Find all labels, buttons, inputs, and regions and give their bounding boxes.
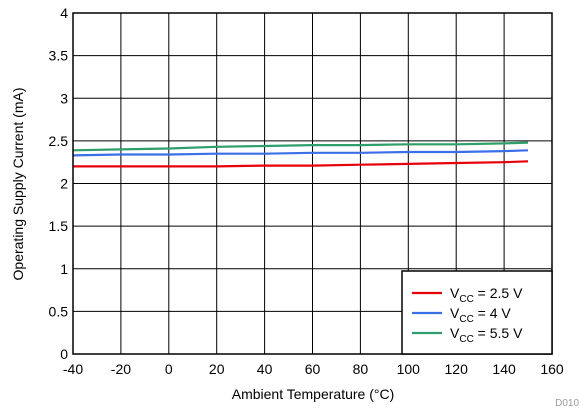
x-tick-label: -40 xyxy=(63,361,83,377)
y-tick-label: 0.5 xyxy=(49,303,69,319)
legend-label-sub: CC xyxy=(459,334,473,345)
series-layer xyxy=(72,141,529,168)
legend-label: VCC = 5.5 V xyxy=(450,325,523,345)
legend-label-main: V xyxy=(450,325,460,341)
x-tick-label: 120 xyxy=(445,361,469,377)
series-line-2 xyxy=(72,141,529,152)
x-tick-label: -20 xyxy=(111,361,131,377)
y-tick-label: 1.5 xyxy=(49,218,69,234)
legend-label-main: V xyxy=(450,285,460,301)
legend-label: VCC = 4 V xyxy=(450,305,511,325)
legend-label-rest: = 2.5 V xyxy=(474,285,523,301)
legend-label-sub: CC xyxy=(459,294,473,305)
y-tick-label: 3 xyxy=(60,90,68,106)
y-axis-ticks: 0 0.5 1 1.5 2 2.5 3 3.5 4 xyxy=(49,5,69,362)
x-tick-label: 160 xyxy=(540,361,564,377)
figure-id: D010 xyxy=(555,398,579,409)
y-tick-label: 1 xyxy=(60,261,68,277)
legend-label-sub: CC xyxy=(459,314,473,325)
y-tick-label: 2.5 xyxy=(49,133,69,149)
x-tick-label: 100 xyxy=(397,361,421,377)
series-line-0 xyxy=(73,160,529,168)
legend-label-main: V xyxy=(450,305,460,321)
x-tick-label: 140 xyxy=(492,361,516,377)
x-axis-label: Ambient Temperature (°C) xyxy=(232,386,395,402)
plot-frame xyxy=(72,12,553,355)
x-tick-label: 60 xyxy=(305,361,321,377)
series-line-1 xyxy=(72,149,529,157)
x-tick-label: 20 xyxy=(209,361,225,377)
y-tick-label: 0 xyxy=(60,346,68,362)
legend-label-rest: = 5.5 V xyxy=(474,325,523,341)
y-axis-label: Operating Supply Current (mA) xyxy=(10,88,26,281)
x-tick-label: 80 xyxy=(353,361,369,377)
y-tick-label: 4 xyxy=(60,5,68,21)
x-axis-ticks: -40 -20 0 20 40 60 80 100 120 140 160 xyxy=(63,361,564,377)
legend-label-rest: = 4 V xyxy=(474,305,512,321)
y-tick-label: 2 xyxy=(60,176,68,192)
x-tick-label: 0 xyxy=(165,361,173,377)
legend-label: VCC = 2.5 V xyxy=(450,285,523,305)
y-tick-label: 3.5 xyxy=(49,48,69,64)
x-tick-label: 40 xyxy=(257,361,273,377)
